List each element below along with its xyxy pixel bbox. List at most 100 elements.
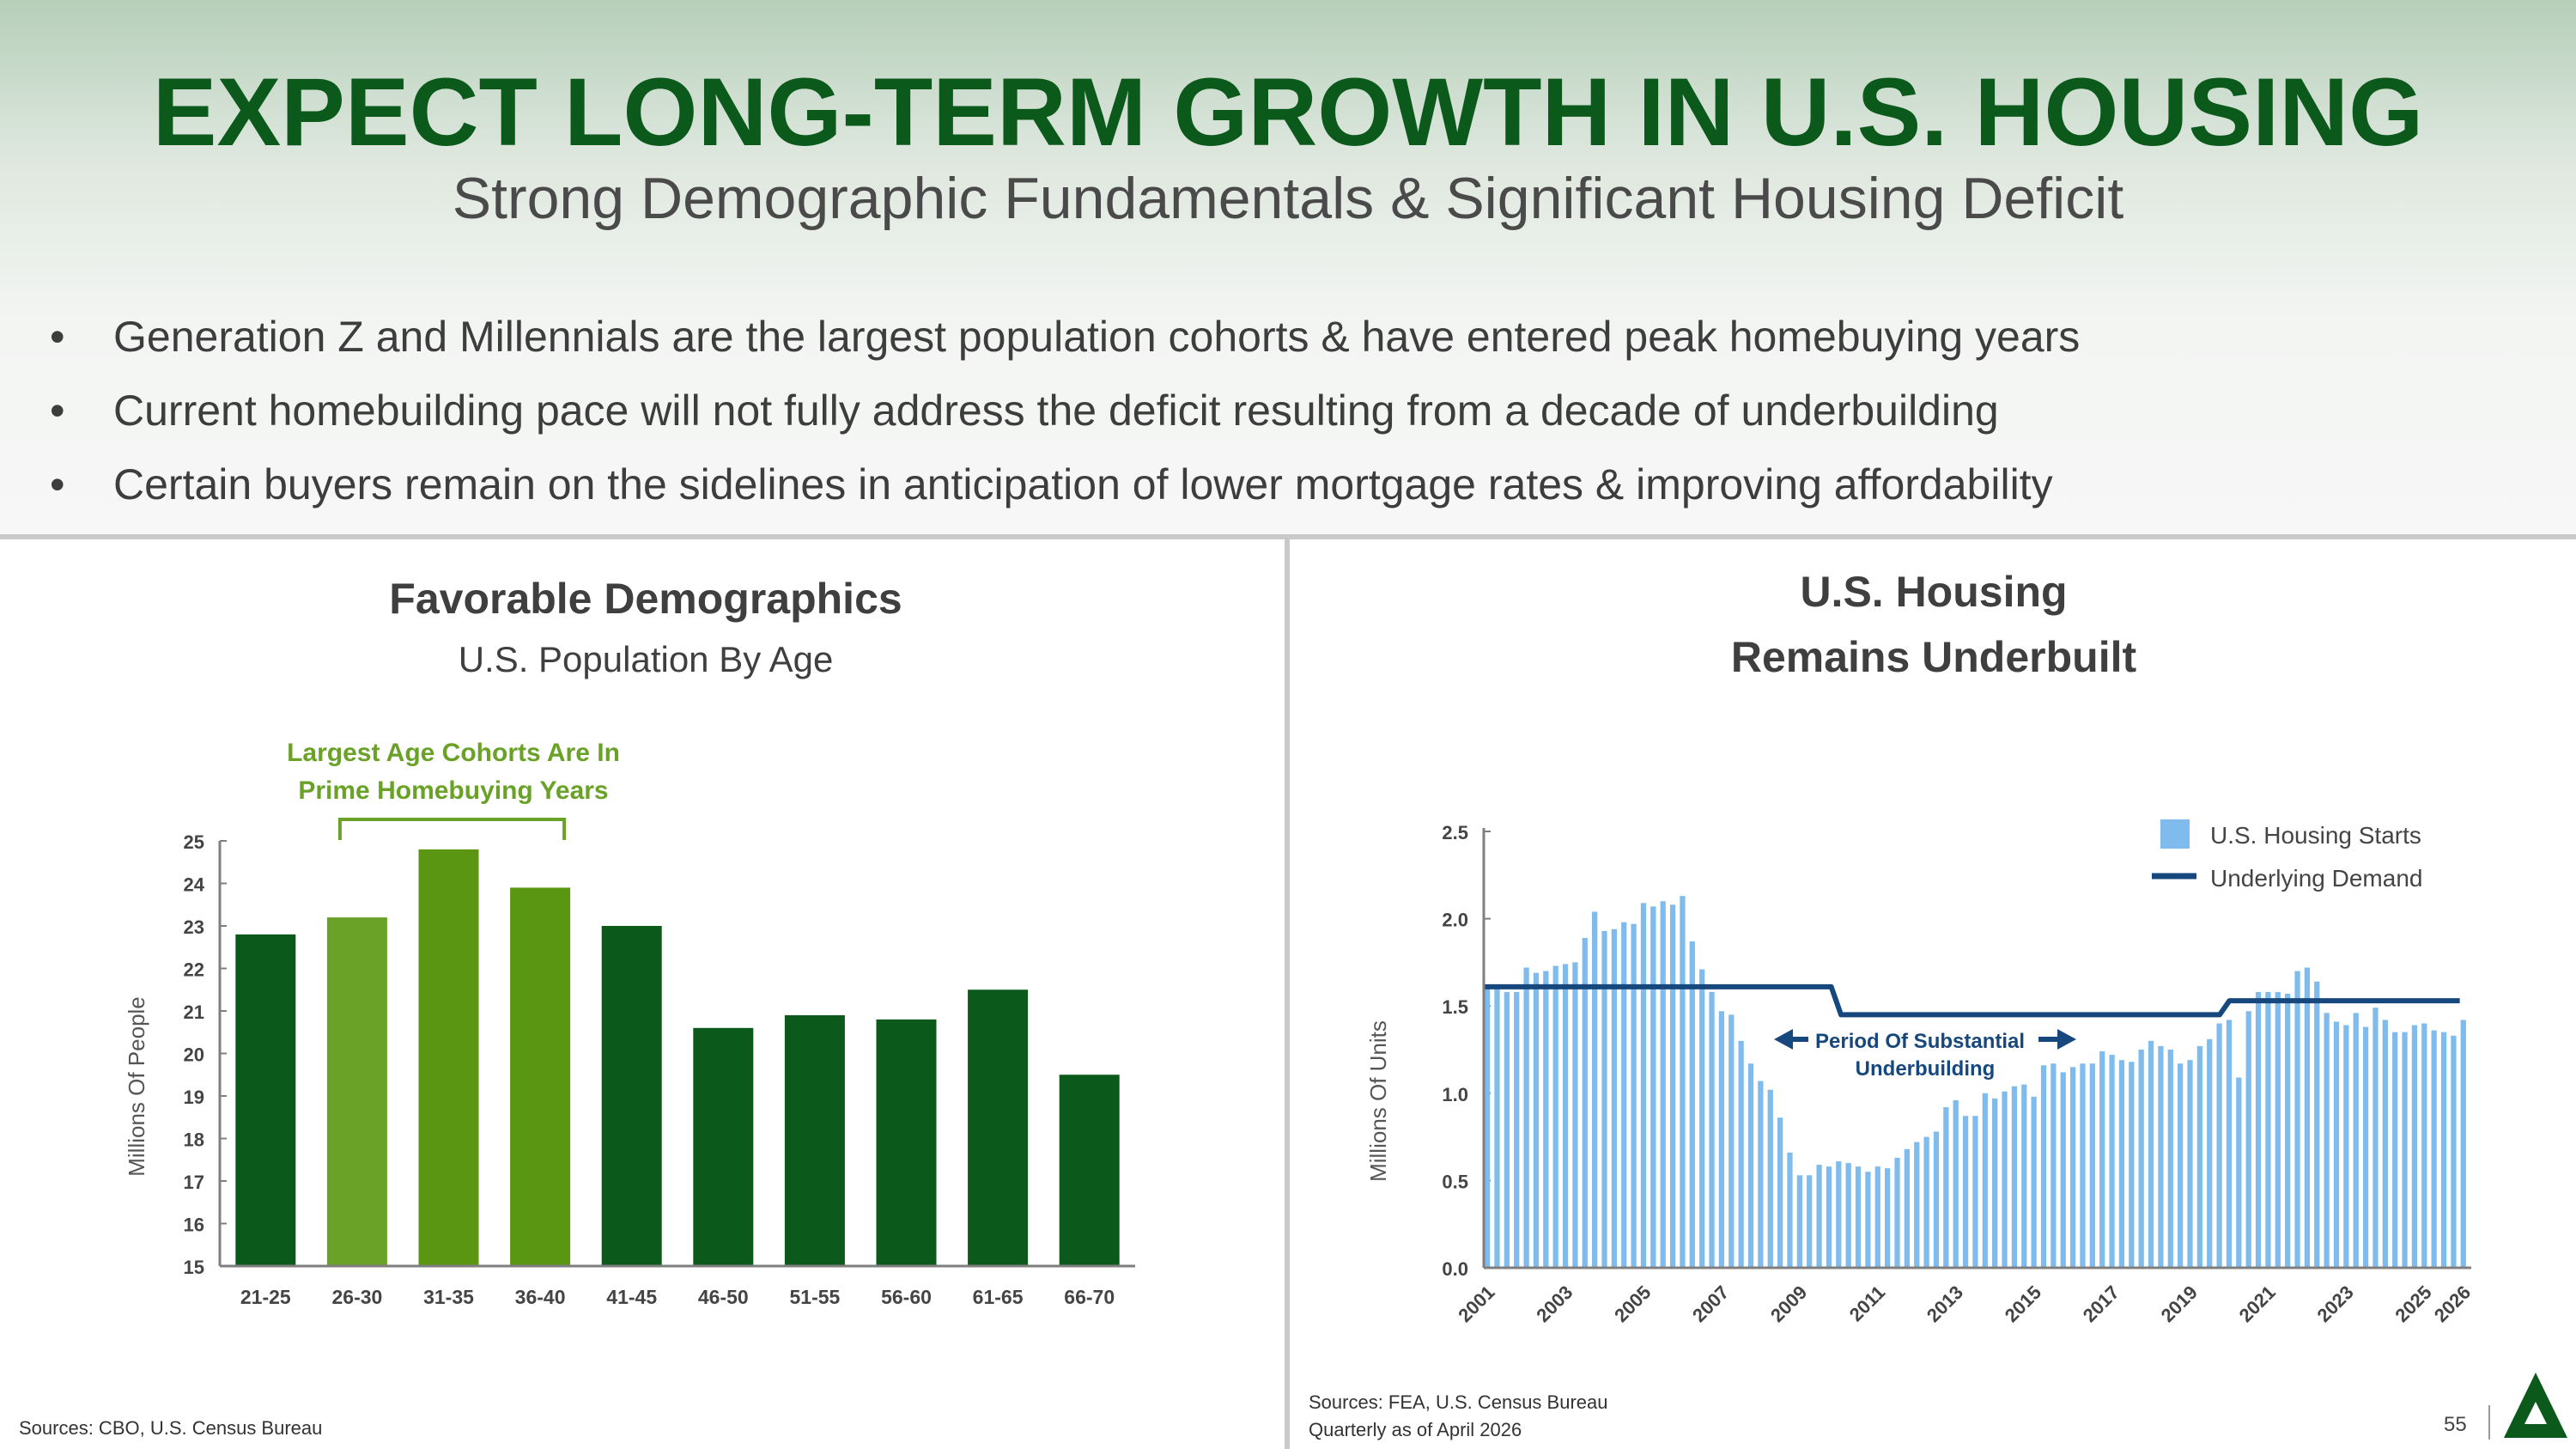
housing-starts-bar [2060, 1072, 2066, 1268]
housing-starts-bar [2109, 1055, 2115, 1268]
housing-starts-bar [1904, 1148, 1911, 1268]
housing-starts-bar [2236, 1077, 2242, 1268]
y-tick-label: 20 [184, 1044, 204, 1066]
y-tick-label: 24 [184, 874, 205, 896]
y-tick-label: 16 [184, 1215, 204, 1236]
housing-starts-bar [2333, 1021, 2340, 1268]
housing-starts-bar [2129, 1062, 2135, 1268]
housing-starts-bar [2440, 1032, 2447, 1268]
bar-66-70 [1059, 1075, 1120, 1266]
housing-starts-bar [2069, 1067, 2076, 1268]
housing-starts-bar [1777, 1117, 1783, 1268]
housing-starts-bar [2304, 967, 2311, 1268]
x-tick-label: 36-40 [515, 1286, 566, 1308]
page-number: 55 [2444, 1413, 2467, 1436]
bullet-item: • Generation Z and Millennials are the la… [50, 306, 2080, 380]
housing-starts-bar [2314, 981, 2320, 1268]
x-tick-label: 2001 [1454, 1282, 1498, 1326]
y-tick-label: 18 [184, 1129, 204, 1151]
x-tick-label: 2017 [2079, 1282, 2123, 1326]
section-divider-vertical [1285, 539, 1290, 1449]
x-tick-label: 66-70 [1064, 1286, 1115, 1308]
x-tick-label: 2019 [2157, 1282, 2202, 1326]
housing-starts-chart: U.S. Housing Remains Underbuilt Millions… [1365, 568, 2475, 1326]
arrow-left-icon [1774, 1029, 1793, 1050]
housing-starts-bar [1718, 1011, 1725, 1268]
y-tick-label: 23 [184, 916, 204, 938]
bullet-text: Generation Z and Millennials are the lar… [113, 313, 2081, 361]
chart-subtitle: U.S. Population By Age [459, 639, 834, 679]
housing-starts-bar [1855, 1166, 1862, 1268]
housing-starts-bar [2382, 1020, 2388, 1268]
y-tick-label: 0.0 [1442, 1258, 1468, 1280]
chart-title-line-2: Remains Underbuilt [1731, 633, 2137, 681]
y-axis-label: Millions Of Units [1365, 1020, 1391, 1182]
housing-starts-bar [2460, 1020, 2466, 1268]
housing-starts-bar [2275, 991, 2281, 1268]
housing-starts-bar [1660, 901, 1666, 1268]
housing-starts-bar [1669, 904, 1676, 1268]
housing-starts-bar [1543, 971, 1549, 1268]
housing-starts-bar [1874, 1166, 1880, 1268]
x-tick-label: 2026 [2430, 1282, 2475, 1326]
y-tick-label: 21 [184, 1002, 204, 1023]
bullet-text: Current homebuilding pace will not fully… [113, 387, 1999, 435]
housing-starts-bar [2080, 1063, 2086, 1268]
housing-starts-bar [1582, 937, 1588, 1268]
bar-56-60 [876, 1019, 937, 1266]
housing-starts-bar [2118, 1060, 2125, 1268]
x-tick-label: 26-30 [331, 1286, 382, 1308]
y-tick-label: 17 [184, 1172, 204, 1193]
housing-starts-bar [1836, 1161, 1842, 1268]
arrow-right-icon [2057, 1029, 2076, 1050]
x-tick-label: 31-35 [423, 1286, 474, 1308]
page-subtitle: Strong Demographic Fundamentals & Signif… [452, 166, 2124, 231]
housing-starts-bar [1562, 964, 1569, 1268]
housing-starts-bar [1592, 911, 1598, 1268]
housing-starts-bar [2226, 1020, 2233, 1268]
housing-starts-bar [2343, 1025, 2349, 1268]
housing-starts-bar [1699, 969, 1705, 1268]
section-divider-horizontal [0, 534, 2576, 539]
bar-46-50 [693, 1027, 754, 1266]
y-tick-label: 2.0 [1442, 910, 1468, 931]
page-number-divider [2488, 1405, 2490, 1440]
bullet-list: • Generation Z and Millennials are the la… [50, 306, 2080, 527]
x-tick-label: 41-45 [606, 1286, 657, 1308]
y-tick-label: 22 [184, 959, 204, 981]
housing-starts-bar [1709, 991, 1715, 1268]
bar-31-35 [418, 849, 479, 1266]
housing-starts-bar [2031, 1096, 2037, 1268]
y-tick-label: 15 [184, 1257, 204, 1278]
y-tick-label: 1.5 [1442, 996, 1468, 1018]
housing-starts-bar [1738, 1040, 1744, 1268]
housing-starts-bar [1533, 972, 1540, 1268]
housing-starts-bar [2392, 1032, 2398, 1268]
housing-starts-bar [1631, 923, 1637, 1268]
x-tick-label: 2025 [2391, 1282, 2435, 1326]
housing-starts-bar [2294, 971, 2300, 1268]
housing-starts-bar [2089, 1063, 2095, 1268]
housing-starts-bar [1923, 1136, 1929, 1268]
housing-starts-bar [1933, 1131, 1940, 1268]
housing-starts-bar [1494, 984, 1500, 1268]
bar-61-65 [968, 989, 1029, 1266]
underbuilding-annotation: Period Of Substantial Underbuilding [1774, 1029, 2076, 1081]
bar-26-30 [326, 917, 387, 1266]
housing-starts-bar [2021, 1084, 2027, 1268]
y-tick-label: 25 [184, 831, 204, 853]
housing-starts-bar [2167, 1050, 2173, 1268]
housing-starts-bar [2451, 1035, 2457, 1268]
bar-41-45 [601, 926, 662, 1266]
housing-starts-bar [2002, 1091, 2008, 1268]
housing-starts-bar [2099, 1051, 2105, 1268]
housing-starts-bar [1767, 1089, 1773, 1268]
housing-starts-bar [2187, 1060, 2193, 1268]
housing-starts-bar [1523, 967, 1529, 1268]
housing-starts-bar [1787, 1152, 1793, 1268]
legend-demand-label: Underlying Demand [2210, 865, 2422, 892]
x-tick-label: 2003 [1532, 1282, 1577, 1326]
x-tick-label: 2011 [1845, 1282, 1889, 1325]
bullet-dot: • [50, 313, 65, 361]
housing-starts-bar [1807, 1175, 1813, 1268]
